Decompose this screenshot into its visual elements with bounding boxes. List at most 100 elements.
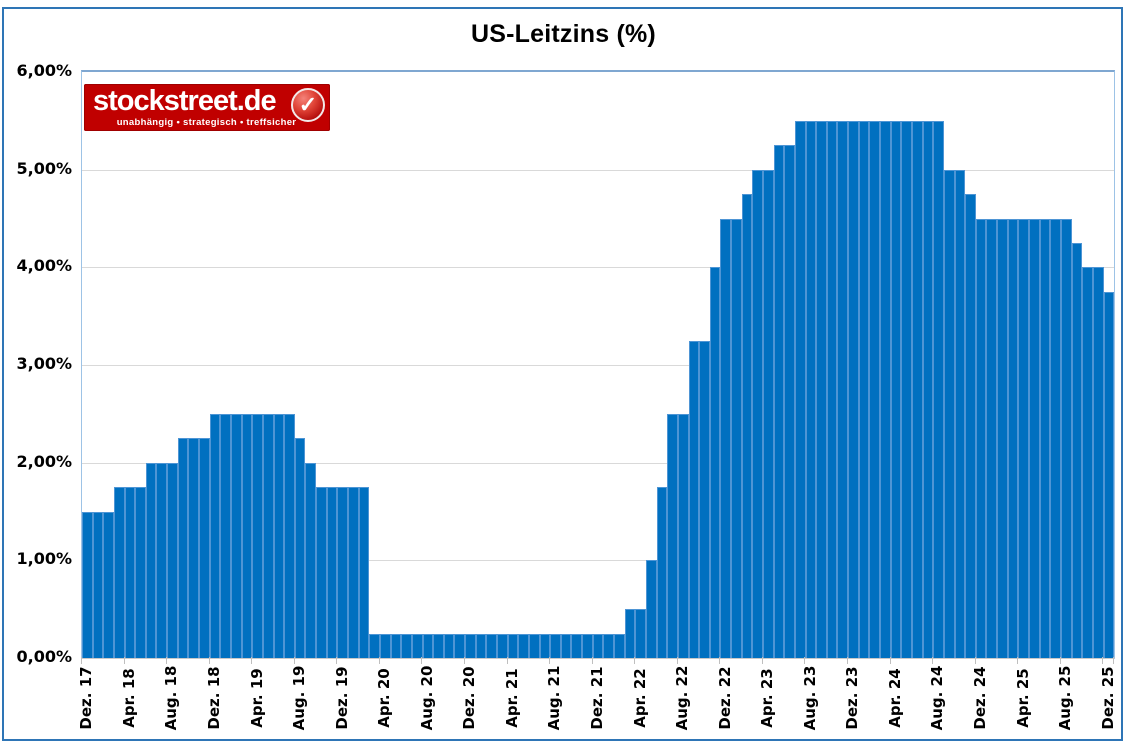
bar bbox=[1071, 242, 1083, 658]
gridline bbox=[82, 169, 1114, 171]
bar bbox=[560, 633, 572, 658]
bar bbox=[688, 340, 700, 658]
bar bbox=[699, 340, 710, 658]
x-tick-label: Apr. 23 bbox=[758, 668, 777, 728]
bar bbox=[1060, 218, 1072, 658]
x-tick-mark bbox=[974, 657, 976, 664]
bar bbox=[805, 120, 817, 658]
x-tick-mark bbox=[804, 657, 806, 664]
bar bbox=[156, 462, 168, 658]
bar bbox=[475, 633, 487, 658]
bar bbox=[794, 120, 806, 658]
bar bbox=[209, 413, 221, 658]
bar bbox=[752, 169, 763, 658]
x-tick-mark bbox=[336, 657, 338, 664]
gridline bbox=[82, 560, 1114, 562]
bar bbox=[1050, 218, 1061, 658]
x-tick-mark bbox=[676, 657, 678, 664]
x-tick-label: Aug. 19 bbox=[290, 665, 309, 731]
x-tick-label: Aug. 23 bbox=[800, 665, 819, 731]
bar bbox=[443, 633, 455, 658]
bar bbox=[954, 169, 966, 658]
bar bbox=[571, 633, 583, 658]
x-tick-mark bbox=[506, 657, 508, 664]
bar bbox=[348, 487, 359, 658]
bar bbox=[124, 487, 136, 658]
bar bbox=[305, 462, 317, 658]
bar bbox=[965, 194, 976, 658]
x-tick-mark bbox=[1059, 657, 1061, 664]
bar bbox=[816, 120, 827, 658]
x-tick-label: Dez. 23 bbox=[843, 666, 862, 730]
bar bbox=[390, 633, 402, 658]
x-tick-mark bbox=[464, 657, 465, 664]
x-tick-mark bbox=[1113, 657, 1114, 664]
bar bbox=[1082, 267, 1093, 658]
bar bbox=[550, 633, 561, 658]
x-tick-label: Dez. 17 bbox=[77, 666, 96, 730]
y-tick-label: 3,00% bbox=[16, 354, 72, 373]
x-tick-label: Dez. 21 bbox=[588, 666, 606, 730]
bar bbox=[869, 120, 881, 658]
bar bbox=[975, 218, 987, 658]
bar bbox=[890, 120, 902, 658]
x-tick-mark bbox=[166, 657, 168, 664]
bar bbox=[379, 633, 391, 658]
x-tick-label: Apr. 24 bbox=[885, 668, 904, 728]
bar bbox=[1103, 291, 1115, 658]
bar bbox=[326, 487, 338, 658]
x-tick-mark bbox=[889, 657, 891, 664]
bar bbox=[411, 633, 423, 658]
bar bbox=[507, 633, 519, 658]
x-tick-label: Apr. 19 bbox=[247, 668, 266, 728]
bar bbox=[230, 413, 242, 658]
bar bbox=[677, 413, 689, 658]
x-tick-label: Apr. 18 bbox=[119, 668, 138, 728]
bar bbox=[1092, 267, 1104, 658]
x-tick-mark bbox=[634, 657, 636, 664]
bar bbox=[252, 413, 263, 658]
bar bbox=[539, 633, 551, 658]
gridline bbox=[82, 267, 1114, 269]
bar bbox=[1018, 218, 1030, 658]
bar bbox=[103, 511, 114, 658]
y-tick-label: 5,00% bbox=[16, 158, 72, 178]
bar bbox=[784, 145, 795, 658]
bar bbox=[986, 218, 998, 658]
x-tick-label: Apr. 21 bbox=[502, 668, 521, 728]
bar bbox=[763, 169, 774, 658]
bar bbox=[496, 633, 508, 658]
bar bbox=[433, 633, 444, 658]
x-tick-mark bbox=[591, 657, 593, 664]
bar bbox=[518, 633, 529, 658]
bar bbox=[943, 169, 955, 658]
bar bbox=[199, 438, 210, 658]
x-tick-label: Aug. 22 bbox=[673, 665, 692, 731]
bar bbox=[241, 413, 253, 658]
bar bbox=[145, 462, 157, 658]
bar bbox=[1039, 218, 1051, 658]
bar bbox=[837, 120, 849, 658]
bar bbox=[358, 487, 370, 658]
x-tick-mark bbox=[549, 657, 551, 664]
x-tick-label: Aug. 21 bbox=[545, 665, 564, 731]
bar bbox=[826, 120, 838, 658]
bar bbox=[465, 633, 476, 658]
checkmark-icon: ✓ bbox=[291, 88, 325, 122]
x-tick-mark bbox=[123, 657, 125, 664]
bar bbox=[1007, 218, 1019, 658]
bar-series bbox=[82, 72, 1115, 658]
x-tick-label: Aug. 18 bbox=[162, 665, 181, 731]
plot-area bbox=[81, 70, 1115, 659]
bar bbox=[922, 120, 934, 658]
bar bbox=[369, 633, 380, 658]
gridline bbox=[82, 365, 1114, 366]
y-tick-label: 1,00% bbox=[16, 549, 72, 569]
x-tick-label: Dez. 18 bbox=[204, 666, 223, 730]
y-tick-label: 2,00% bbox=[16, 451, 72, 471]
x-tick-label: Dez. 19 bbox=[332, 666, 351, 730]
bar bbox=[82, 511, 93, 658]
bar bbox=[167, 462, 178, 658]
x-tick-mark bbox=[761, 657, 763, 664]
x-tick-label: Apr. 25 bbox=[1013, 668, 1032, 728]
